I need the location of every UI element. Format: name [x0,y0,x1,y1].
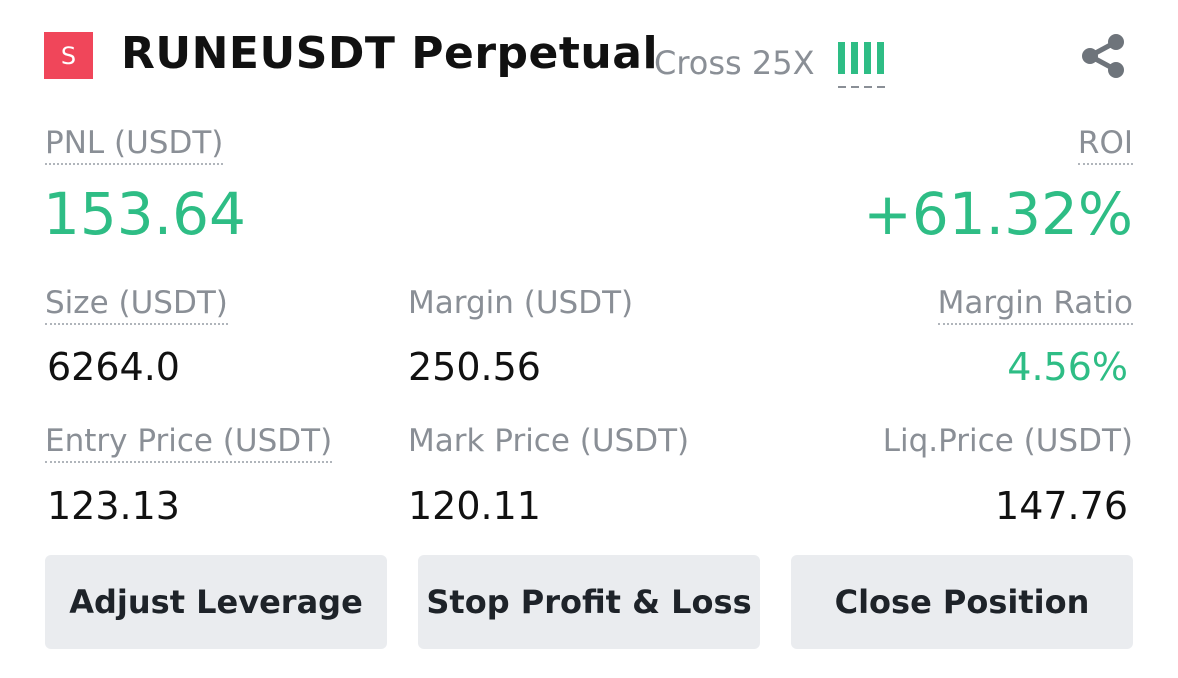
size-label[interactable]: Size (USDT) [45,284,228,325]
pnl-label[interactable]: PNL (USDT) [45,124,224,165]
risk-level-bars-icon [838,40,890,92]
liq-price-label: Liq.Price (USDT) [882,423,1133,459]
margin-ratio-label[interactable]: Margin Ratio [937,284,1133,325]
stop-profit-loss-button[interactable]: Stop Profit & Loss [418,555,760,649]
position-symbol: RUNEUSDT Perpetual [121,28,659,79]
size-value: 6264.0 [47,345,180,389]
entry-price-label[interactable]: Entry Price (USDT) [45,422,333,463]
mark-price-label: Mark Price (USDT) [408,423,690,459]
entry-price-value: 123.13 [47,484,180,528]
margin-mode-leverage[interactable]: Cross 25X [654,44,815,82]
position-side-badge: S [44,32,93,79]
margin-value: 250.56 [408,345,541,389]
margin-ratio-value: 4.56% [1007,345,1128,389]
share-icon[interactable] [1078,32,1128,80]
roi-label[interactable]: ROI [1077,124,1133,165]
close-position-button[interactable]: Close Position [791,555,1133,649]
pnl-value: 153.64 [43,180,246,248]
margin-label: Margin (USDT) [408,285,634,321]
roi-value: +61.32% [863,180,1133,248]
liq-price-value: 147.76 [995,484,1128,528]
mark-price-value: 120.11 [408,484,541,528]
adjust-leverage-button[interactable]: Adjust Leverage [45,555,387,649]
